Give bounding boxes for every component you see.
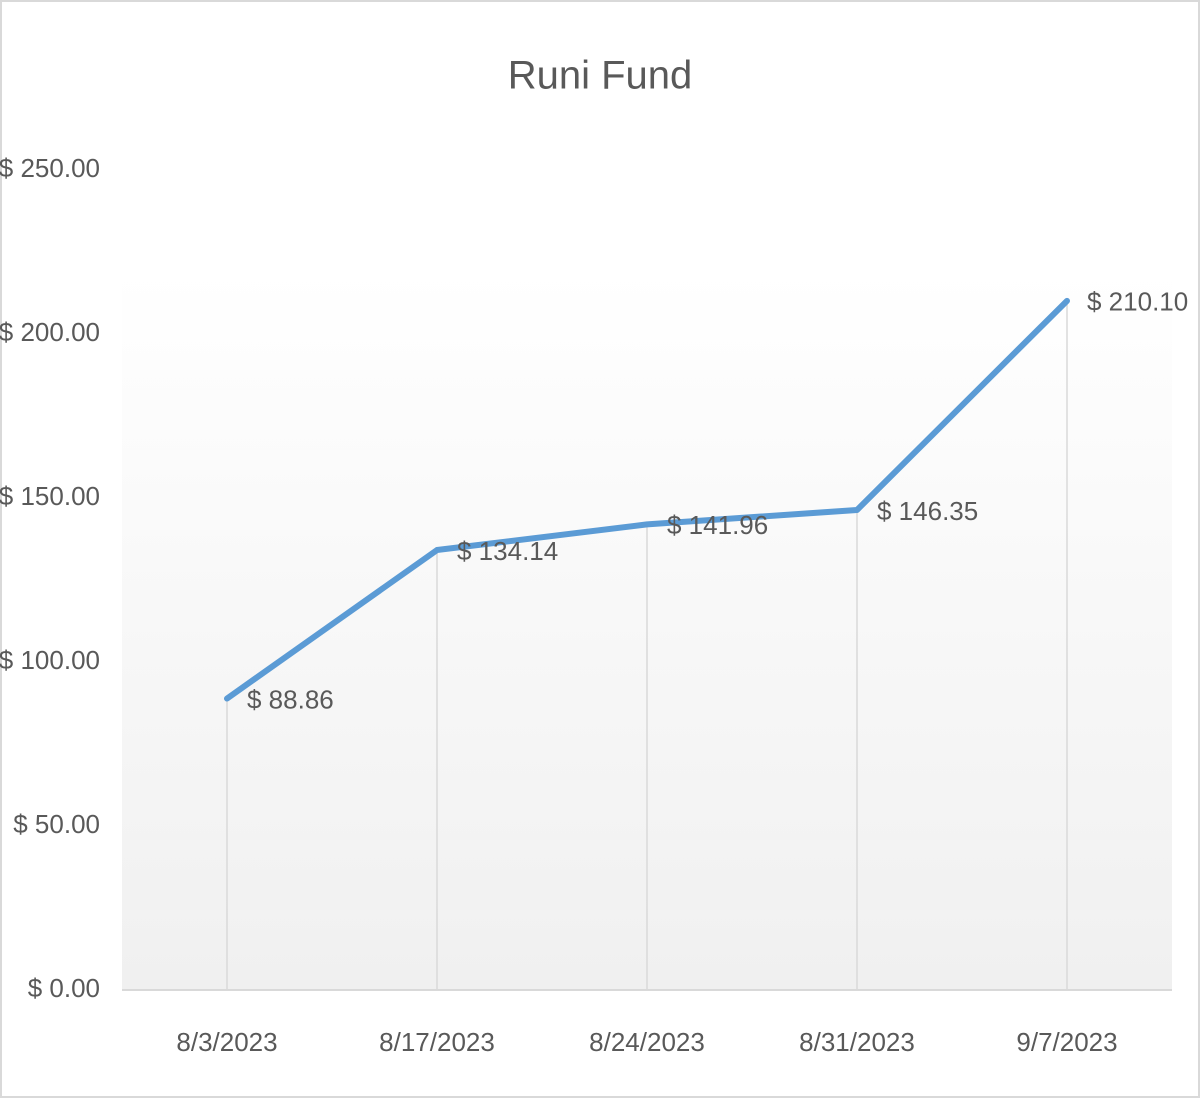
y-tick-label: $ 150.00 bbox=[0, 481, 100, 511]
x-tick-label: 9/7/2023 bbox=[1016, 1027, 1117, 1057]
y-tick-label: $ 200.00 bbox=[0, 317, 100, 347]
y-tick-label: $ 0.00 bbox=[28, 973, 100, 1003]
chart-title: Runi Fund bbox=[508, 54, 693, 98]
x-tick-label: 8/3/2023 bbox=[176, 1027, 277, 1057]
y-tick-label: $ 100.00 bbox=[0, 645, 100, 675]
data-label: $ 146.35 bbox=[877, 496, 978, 526]
x-tick-label: 8/31/2023 bbox=[799, 1027, 915, 1057]
y-tick-label: $ 50.00 bbox=[13, 809, 100, 839]
x-tick-label: 8/17/2023 bbox=[379, 1027, 495, 1057]
y-tick-label: $ 250.00 bbox=[0, 153, 100, 183]
data-label: $ 88.86 bbox=[247, 684, 334, 714]
data-label: $ 134.14 bbox=[457, 536, 558, 566]
data-line bbox=[224, 297, 1070, 702]
data-label: $ 141.96 bbox=[667, 510, 768, 540]
x-tick-label: 8/24/2023 bbox=[589, 1027, 705, 1057]
data-label: $ 210.10 bbox=[1087, 287, 1188, 317]
